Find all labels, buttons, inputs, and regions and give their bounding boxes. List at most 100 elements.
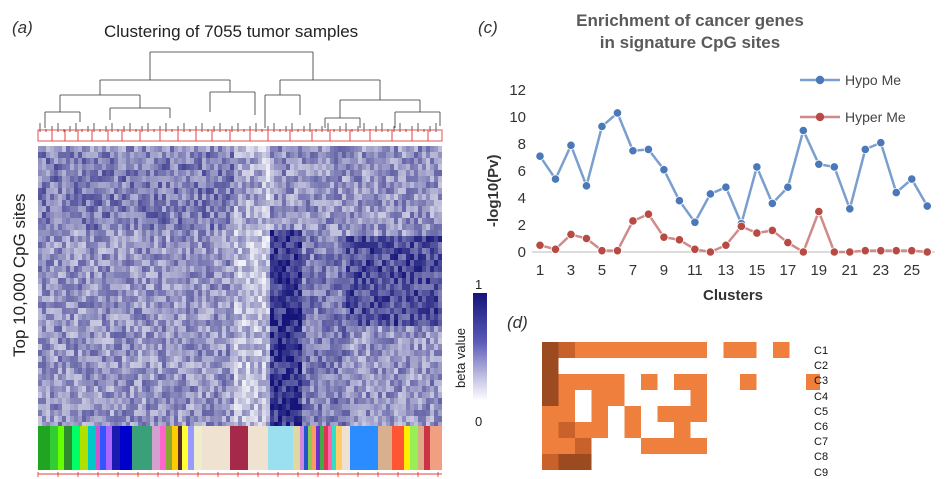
matrix-cell <box>691 390 708 406</box>
data-point <box>706 190 714 198</box>
chart-series <box>536 109 932 256</box>
matrix-row-label: C6 <box>814 421 828 433</box>
data-point <box>660 165 668 173</box>
matrix-cell <box>575 438 592 454</box>
matrix-row-label: C2 <box>814 360 828 372</box>
data-point <box>892 246 900 254</box>
data-point <box>799 126 807 134</box>
data-point <box>644 210 652 218</box>
matrix-cell <box>559 390 576 406</box>
matrix-row-label: C8 <box>814 451 828 463</box>
data-point <box>582 182 590 190</box>
matrix-cell <box>575 422 592 438</box>
matrix-cell <box>608 374 625 390</box>
matrix-cell <box>559 454 576 470</box>
data-point <box>582 234 590 242</box>
x-tick-label: 19 <box>810 262 827 279</box>
chart-title-line1: Enrichment of cancer genes <box>540 10 840 32</box>
matrix-cell <box>773 342 790 358</box>
data-point <box>846 248 854 256</box>
data-point <box>536 241 544 249</box>
data-point <box>815 160 823 168</box>
matrix-cell <box>559 342 576 358</box>
data-point <box>846 205 854 213</box>
y-tick-label: 12 <box>509 82 526 99</box>
data-point <box>815 207 823 215</box>
data-point <box>598 122 606 130</box>
x-tick-label: 17 <box>779 262 796 279</box>
matrix-cell <box>559 422 576 438</box>
data-point <box>861 145 869 153</box>
matrix-cell <box>559 374 576 390</box>
matrix-row-label: C5 <box>814 406 828 418</box>
matrix-row-label: C1 <box>814 345 828 357</box>
x-tick-label: 7 <box>629 262 637 279</box>
overlap-matrix <box>530 336 820 477</box>
matrix-cell <box>592 390 609 406</box>
data-point <box>830 248 838 256</box>
data-point <box>613 109 621 117</box>
y-tick-label: 4 <box>518 190 526 207</box>
matrix-cell <box>641 342 658 358</box>
cluster-boxes <box>38 130 442 141</box>
data-point <box>629 147 637 155</box>
x-tick-label: 15 <box>749 262 766 279</box>
data-point <box>706 248 714 256</box>
clustering-heatmap <box>0 0 470 477</box>
x-tick-label: 13 <box>718 262 735 279</box>
matrix-cell <box>542 358 559 374</box>
data-point <box>660 233 668 241</box>
x-tick-label: 1 <box>536 262 544 279</box>
x-tick-label: 21 <box>841 262 858 279</box>
x-tick-label: 11 <box>687 262 703 279</box>
matrix-cell <box>691 406 708 422</box>
matrix-cell <box>592 406 609 422</box>
panel-d-label: (d) <box>507 313 528 333</box>
data-point <box>861 246 869 254</box>
data-point <box>737 222 745 230</box>
data-point <box>722 241 730 249</box>
x-tick-label: 9 <box>660 262 668 279</box>
matrix-cell <box>641 374 658 390</box>
matrix-cell <box>724 342 741 358</box>
data-point <box>923 202 931 210</box>
colorbar-min: 0 <box>475 414 482 429</box>
data-point <box>753 229 761 237</box>
data-point <box>536 152 544 160</box>
y-tick-label: 6 <box>518 163 526 180</box>
data-point <box>877 246 885 254</box>
data-point <box>691 245 699 253</box>
matrix-cell <box>740 374 757 390</box>
chart-title-line2: in signature CpG sites <box>540 32 840 54</box>
x-tick-label: 5 <box>598 262 606 279</box>
data-point <box>768 226 776 234</box>
matrix-cell <box>674 422 691 438</box>
matrix-cell <box>592 422 609 438</box>
matrix-cell <box>542 406 559 422</box>
matrix-cell <box>625 406 642 422</box>
matrix-cell <box>575 454 592 470</box>
matrix-cell <box>674 342 691 358</box>
tumor-type-annotation-bar <box>38 426 442 470</box>
data-point <box>799 248 807 256</box>
matrix-cell <box>592 374 609 390</box>
matrix-cell <box>592 342 609 358</box>
matrix-cell <box>542 342 559 358</box>
y-tick-label: 2 <box>518 217 526 234</box>
data-point <box>892 188 900 196</box>
dendrogram <box>40 52 440 132</box>
matrix-cell <box>542 390 559 406</box>
matrix-cell <box>625 342 642 358</box>
methylation-heatmap <box>38 146 442 428</box>
data-point <box>908 246 916 254</box>
matrix-cell <box>691 374 708 390</box>
matrix-row-label: C4 <box>814 391 828 403</box>
data-point <box>675 236 683 244</box>
matrix-cell <box>542 422 559 438</box>
matrix-cell <box>625 422 642 438</box>
data-point <box>753 163 761 171</box>
matrix-cell <box>658 342 675 358</box>
chart-title: Enrichment of cancer genes in signature … <box>540 10 840 54</box>
